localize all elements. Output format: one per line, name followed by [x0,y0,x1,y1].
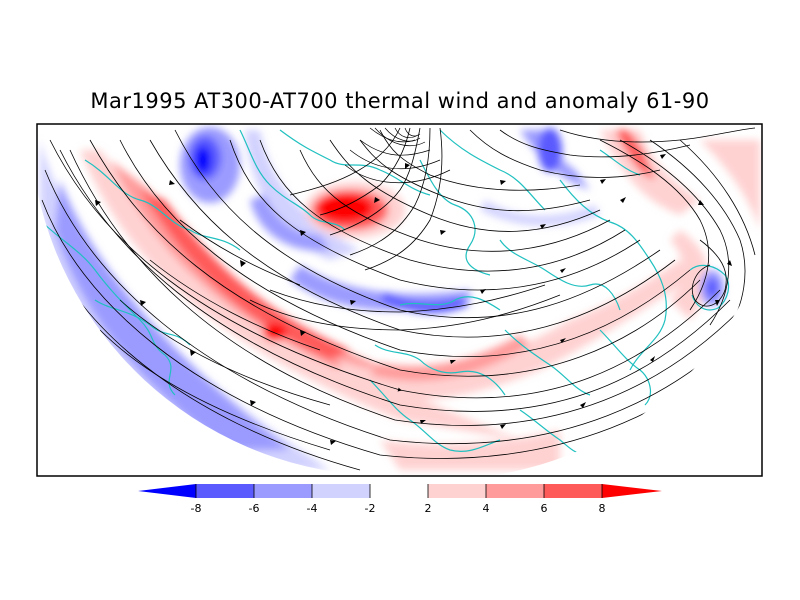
streamlines [39,127,756,471]
colorbar-tick-label: 4 [483,502,490,515]
streamline-arrows [95,154,732,445]
colorbar-tick-label: 8 [599,502,606,515]
colorbar-segment-2 [254,484,312,498]
colorbar-segment-4 [370,484,428,498]
colorbar-tick-label: -8 [191,502,202,515]
chart-title: Mar1995 AT300-AT700 thermal wind and ano… [90,89,710,113]
colorbar-segment-5 [428,484,486,498]
colorbar-tick-label: 6 [541,502,548,515]
colorbar-tick-label: -2 [365,502,376,515]
anomaly-shading [37,124,762,476]
pole-streamline-cluster [344,127,451,184]
colorbar-segment-0 [138,484,196,498]
colorbar-segment-1 [196,484,254,498]
colorbar-segment-8 [602,484,662,498]
map-frame [36,123,763,477]
colorbar-tick-label: -4 [307,502,318,515]
colorbar-segment-7 [544,484,602,498]
colorbar-segment-6 [486,484,544,498]
colorbar-segment-3 [312,484,370,498]
colorbar: -8 -6 -4 -2 2 4 6 8 [138,484,662,515]
colorbar-tick-label: 2 [425,502,432,515]
colorbar-tick-label: -6 [249,502,260,515]
